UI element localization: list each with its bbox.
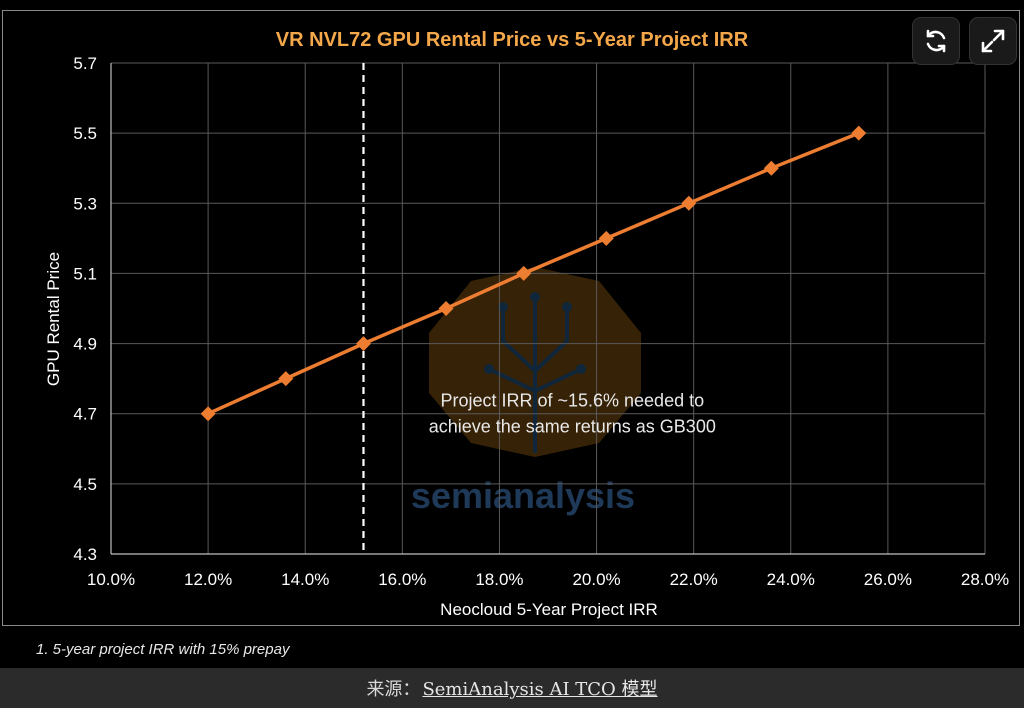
x-tick-label: 20.0% [572,570,620,589]
x-tick-label: 26.0% [864,570,912,589]
x-tick-label: 28.0% [961,570,1009,589]
data-point [278,371,294,387]
expand-icon [981,29,1005,53]
y-tick-label: 5.3 [73,194,97,213]
x-tick-label: 10.0% [87,570,135,589]
y-tick-label: 4.7 [73,405,97,424]
data-point [598,230,614,246]
gridlines [111,62,986,554]
x-tick-label: 14.0% [281,570,329,589]
x-tick-label: 12.0% [184,570,232,589]
x-tick-label: 18.0% [475,570,523,589]
y-tick-labels: 5.7 5.5 5.3 5.1 4.9 4.7 4.5 4.3 [73,54,97,564]
x-axis-label: Neocloud 5-Year Project IRR [440,600,658,619]
line-chart: semianalysis VR NVL72 GPU Rental Price v… [44,29,1009,619]
series-group [200,125,867,422]
axes [110,63,985,555]
data-point [763,160,779,176]
x-tick-label: 16.0% [378,570,426,589]
y-tick-label: 5.5 [73,124,97,143]
data-point [851,125,867,141]
x-tick-label: 24.0% [767,570,815,589]
annotation-line-1: Project IRR of ~15.6% needed to [440,391,704,411]
source-link[interactable]: SemiAnalysis AI TCO 模型 [422,679,658,700]
x-tick-labels: 10.0% 12.0% 14.0% 16.0% 18.0% 20.0% 22.0% 24.0%… [87,570,1009,589]
refresh-button[interactable] [912,17,960,65]
data-point [200,406,216,422]
y-tick-label: 4.9 [73,335,97,354]
y-axis-label: GPU Rental Price [44,252,63,386]
data-point [516,265,532,281]
annotation-line-2: achieve the same returns as GB300 [429,417,716,437]
data-point [681,195,697,211]
data-point [355,336,371,352]
data-point [438,301,454,316]
footnote: 1. 5-year project IRR with 15% prepay [36,641,290,658]
watermark-wordmark: semianalysis [411,475,635,516]
refresh-icon [926,29,946,53]
chart-title: VR NVL72 GPU Rental Price vs 5-Year Proj… [276,29,749,51]
y-tick-label: 5.1 [73,264,97,283]
x-tick-label: 22.0% [670,570,718,589]
source-prefix: 来源： [366,679,421,700]
source-bar: 来源： SemiAnalysis AI TCO 模型 [0,668,1024,708]
y-tick-label: 4.5 [73,475,97,494]
y-tick-label: 5.7 [73,54,97,73]
expand-button[interactable] [969,17,1017,65]
semianalysis-watermark-logo [429,267,641,457]
chart-frame: semianalysis VR NVL72 GPU Rental Price v… [2,10,1020,626]
y-tick-label: 4.3 [73,545,97,564]
